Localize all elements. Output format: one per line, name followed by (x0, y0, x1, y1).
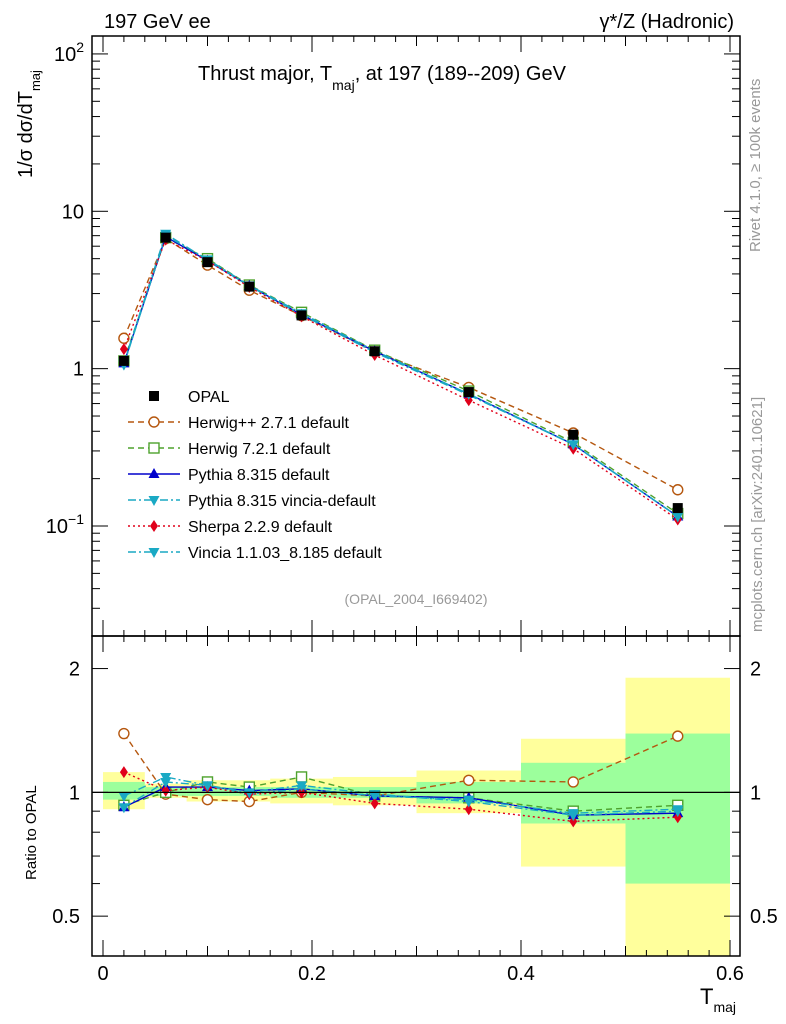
ratio-y-tick-label-left: 0.5 (52, 906, 80, 928)
x-tick-label: 0 (97, 963, 108, 985)
header-process: γ*/Z (Hadronic) (600, 11, 734, 33)
legend-marker (148, 548, 160, 558)
ratio-uncertainty-bands (103, 677, 730, 956)
legend-marker (148, 496, 160, 506)
ratio-point (672, 807, 684, 818)
data-point (118, 355, 129, 366)
series-point (464, 394, 473, 407)
legend-label: Pythia 8.315 vincia-default (188, 493, 376, 510)
data-point (244, 281, 255, 292)
legend-marker (148, 442, 160, 454)
ratio-panel-series (92, 727, 740, 828)
legend-marker (148, 468, 160, 478)
ratio-point (161, 784, 170, 797)
axes-frames: 0 0.2 0.4 0.6 10−1 1 10 102 0.5 0.5 1 1 2 2 (46, 35, 778, 985)
main-y-tick-label: 1 (73, 359, 84, 381)
series-point (119, 343, 128, 356)
main-ylabel: 1/σ dσ/dTmaj (15, 70, 43, 178)
legend-marker (148, 416, 160, 428)
ratio-point (118, 727, 130, 740)
ratio-point (201, 793, 214, 806)
data-point (369, 346, 380, 357)
ratio-point (672, 730, 684, 742)
data-point (160, 232, 171, 243)
legend: OPAL Herwig++ 2.7.1 default Herwig 7.2.1 d… (128, 389, 382, 562)
mcplots-label: mcplots.cern.ch [arXiv:2401.10621] (749, 397, 766, 632)
main-y-tick-label: 10 (62, 201, 84, 223)
ratio-point (370, 797, 379, 810)
ratio-point (295, 771, 308, 783)
ratio-point (464, 803, 473, 816)
plot-title: Thrust major, Tmaj, at 197 (189--209) Ge… (198, 63, 567, 93)
ratio-point (119, 766, 128, 779)
data-point (296, 310, 307, 321)
legend-label: Sherpa 2.2.9 default (188, 519, 333, 536)
ratio-point (296, 781, 308, 792)
series-point (672, 512, 684, 523)
ratio-y-tick-label-right: 0.5 (750, 906, 778, 928)
x-axis-label: Tmaj (700, 984, 736, 1015)
analysis-id: (OPAL_2004_I669402) (345, 591, 488, 607)
series-point (567, 440, 579, 451)
legend-marker (150, 520, 158, 532)
ratio-y-tick-label-left: 2 (69, 659, 80, 681)
main-y-tick-label: 10−1 (46, 511, 84, 538)
legend-label: Vincia 1.1.03_8.185 default (188, 545, 382, 562)
main-panel-series (118, 229, 684, 526)
band-inner (103, 781, 145, 800)
ratio-point (567, 776, 579, 788)
x-tick-label: 0.4 (507, 963, 535, 985)
ratio-point (463, 797, 475, 808)
data-point (463, 387, 474, 398)
data-point (672, 503, 683, 514)
ratio-ylabel: Ratio to OPAL (23, 785, 40, 880)
ratio-point (463, 774, 475, 786)
legend-label: Herwig 7.2.1 default (188, 441, 331, 458)
x-tick-label: 0.6 (716, 963, 744, 985)
legend-label: Pythia 8.315 default (188, 467, 330, 484)
main-y-tick-label: 102 (54, 39, 84, 66)
ratio-point (160, 777, 172, 788)
legend-marker-opal (149, 391, 159, 401)
ratio-point (243, 788, 255, 799)
ratio-y-tick-label-right: 2 (750, 659, 761, 681)
ratio-y-tick-label-right: 1 (750, 782, 761, 804)
ratio-point (673, 811, 682, 824)
rivet-version-label: Rivet 4.1.0, ≥ 100k events (747, 79, 764, 252)
x-tick-label: 0.2 (298, 963, 326, 985)
series-point (672, 484, 684, 496)
ratio-line (123, 771, 678, 823)
ratio-point (118, 791, 130, 802)
ratio-point (567, 811, 579, 822)
data-point (202, 257, 213, 268)
header-energy: 197 GeV ee (104, 11, 211, 33)
legend-label-opal: OPAL (188, 389, 230, 406)
ratio-point (569, 815, 578, 828)
ratio-y-tick-label-left: 1 (69, 782, 80, 804)
ratio-point (118, 803, 130, 814)
legend-label: Herwig++ 2.7.1 default (188, 415, 350, 432)
ratio-point (202, 781, 213, 792)
data-point (568, 429, 579, 440)
